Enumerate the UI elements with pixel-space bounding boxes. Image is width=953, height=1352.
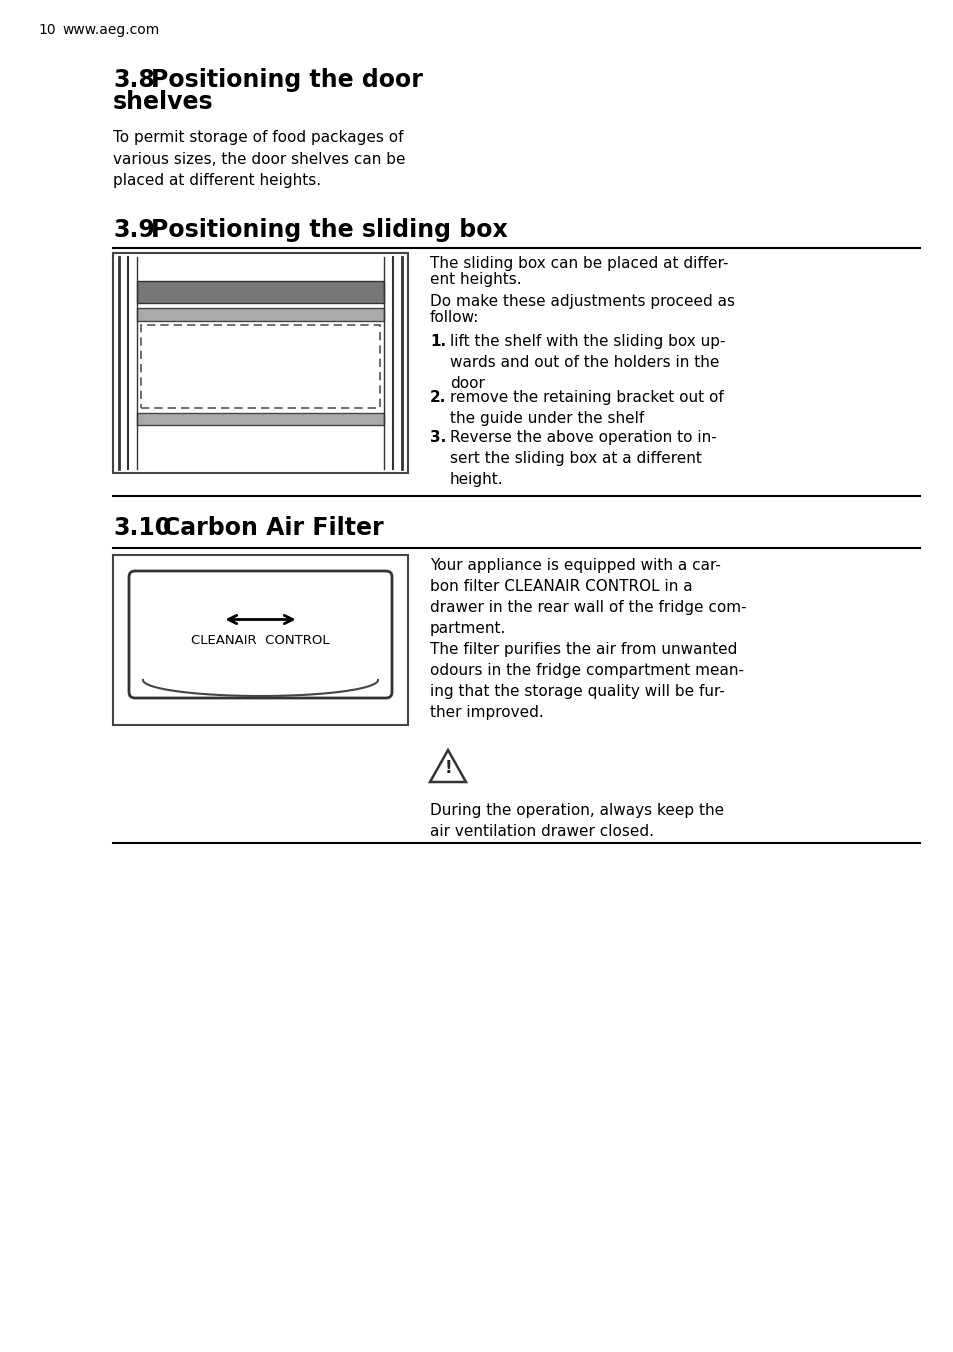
Text: shelves: shelves bbox=[112, 91, 213, 114]
Text: lift the shelf with the sliding box up-
wards and out of the holders in the
door: lift the shelf with the sliding box up- … bbox=[450, 334, 724, 391]
Text: CLEANAIR  CONTROL: CLEANAIR CONTROL bbox=[191, 634, 330, 648]
Text: Positioning the sliding box: Positioning the sliding box bbox=[151, 218, 507, 242]
Text: 3.9: 3.9 bbox=[112, 218, 154, 242]
Text: ent heights.: ent heights. bbox=[430, 272, 521, 287]
Polygon shape bbox=[430, 750, 465, 781]
Bar bbox=[137, 308, 384, 320]
Text: 2.: 2. bbox=[430, 389, 446, 406]
Text: !: ! bbox=[444, 758, 452, 776]
Text: 3.: 3. bbox=[430, 430, 446, 445]
Bar bbox=[137, 281, 384, 303]
Bar bbox=[112, 556, 408, 725]
FancyBboxPatch shape bbox=[129, 571, 392, 698]
Text: remove the retaining bracket out of
the guide under the shelf: remove the retaining bracket out of the … bbox=[450, 389, 723, 426]
Text: 1.: 1. bbox=[430, 334, 446, 349]
Bar bbox=[137, 412, 384, 425]
Text: To permit storage of food packages of
various sizes, the door shelves can be
pla: To permit storage of food packages of va… bbox=[112, 130, 405, 188]
Text: During the operation, always keep the
air ventilation drawer closed.: During the operation, always keep the ai… bbox=[430, 803, 723, 840]
Text: Reverse the above operation to in-
sert the sliding box at a different
height.: Reverse the above operation to in- sert … bbox=[450, 430, 716, 487]
Text: 10: 10 bbox=[38, 23, 55, 37]
Text: follow:: follow: bbox=[430, 310, 478, 324]
Text: Your appliance is equipped with a car-
bon filter CLEANAIR CONTROL in a
drawer i: Your appliance is equipped with a car- b… bbox=[430, 558, 746, 721]
Text: The sliding box can be placed at differ-: The sliding box can be placed at differ- bbox=[430, 256, 728, 270]
Text: 3.10: 3.10 bbox=[112, 516, 172, 539]
Text: Carbon Air Filter: Carbon Air Filter bbox=[163, 516, 383, 539]
Text: 3.8: 3.8 bbox=[112, 68, 154, 92]
Text: www.aeg.com: www.aeg.com bbox=[62, 23, 159, 37]
Bar bbox=[141, 324, 379, 408]
Bar bbox=[112, 253, 408, 473]
Text: Do make these adjustments proceed as: Do make these adjustments proceed as bbox=[430, 293, 734, 310]
Text: Positioning the door: Positioning the door bbox=[151, 68, 422, 92]
